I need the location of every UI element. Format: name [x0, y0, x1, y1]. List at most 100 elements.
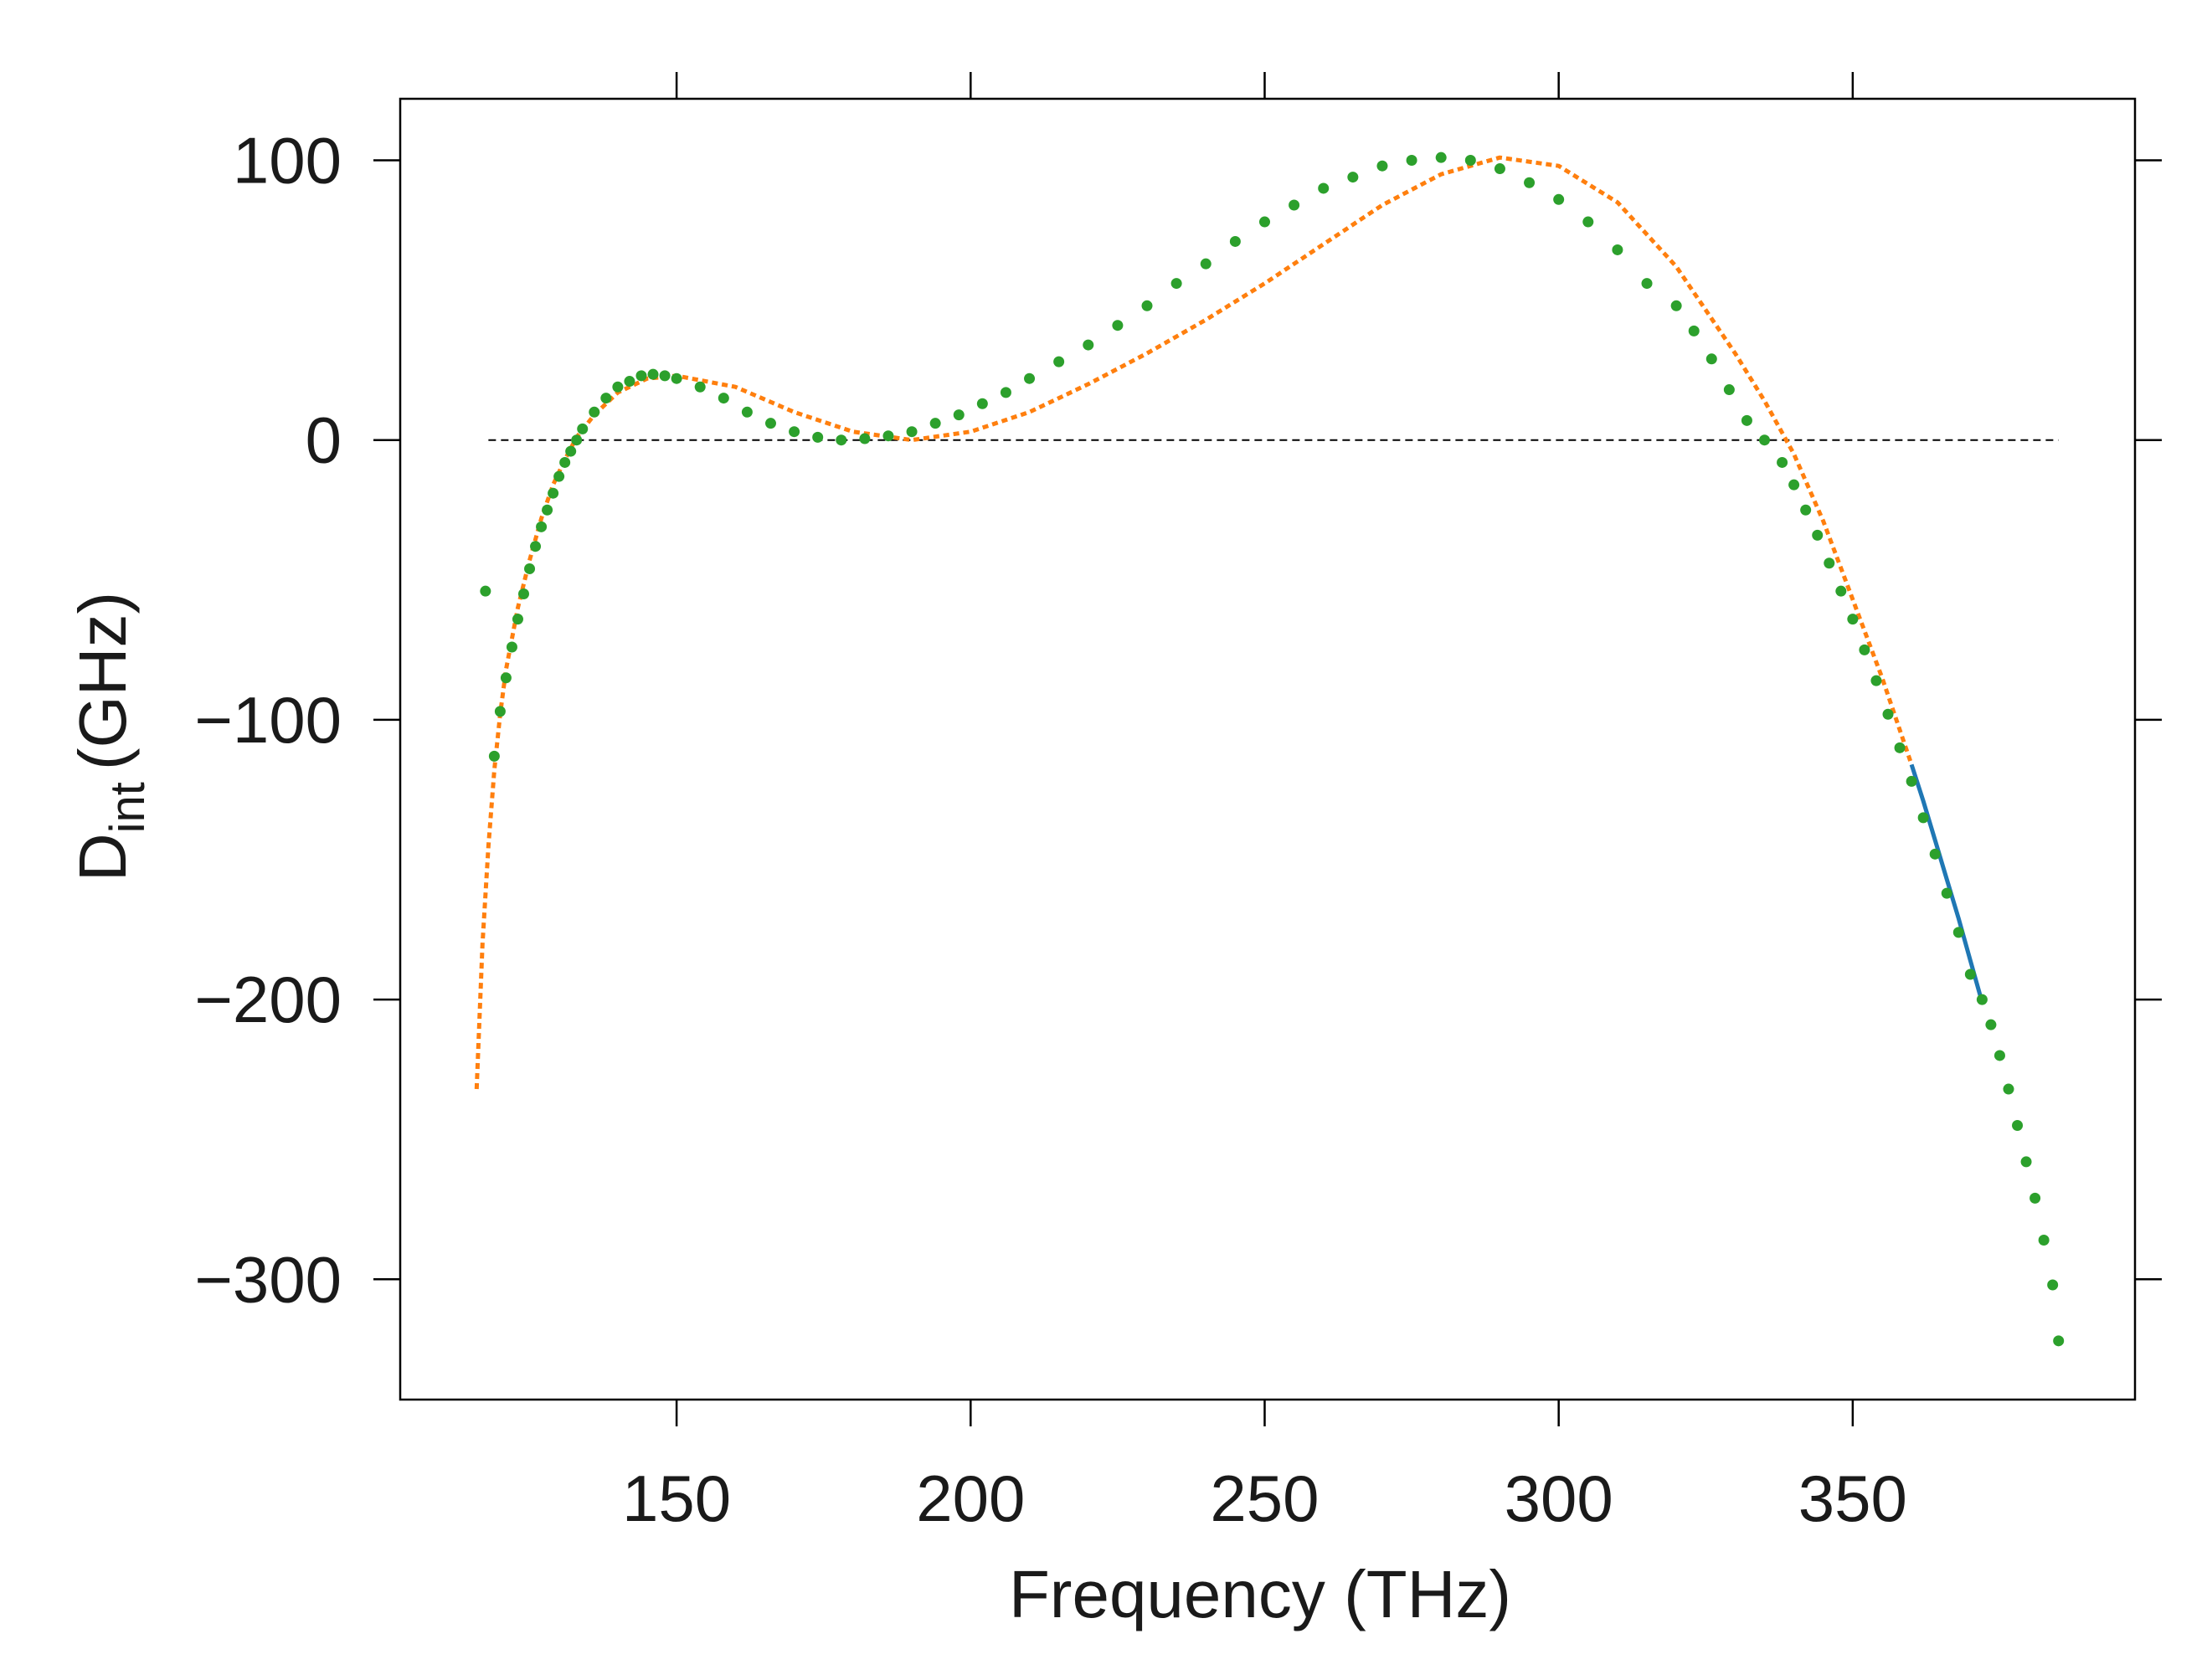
data-point: [1800, 504, 1812, 516]
series-layer: [474, 152, 2065, 1347]
data-point: [789, 426, 800, 438]
data-point: [600, 393, 612, 404]
data-point: [536, 521, 548, 532]
x-tick-label: 350: [1798, 1462, 1907, 1535]
data-point: [2038, 1235, 2050, 1246]
data-point: [906, 426, 918, 438]
data-point: [500, 672, 512, 684]
data-point: [1582, 216, 1594, 228]
data-point: [1464, 155, 1476, 167]
data-point: [571, 434, 583, 446]
data-point: [488, 750, 500, 762]
data-point: [718, 393, 729, 404]
data-point: [1112, 320, 1124, 331]
data-point: [635, 370, 647, 382]
data-point: [1777, 456, 1788, 468]
data-point: [517, 588, 529, 600]
data-point: [882, 430, 894, 442]
y-tick-label: −200: [194, 963, 342, 1036]
y-axis-title: Dint (GHz): [65, 592, 155, 881]
data-point: [524, 563, 536, 574]
data-point: [1964, 968, 1976, 980]
data-point: [1812, 529, 1824, 541]
data-point: [647, 368, 659, 380]
data-point: [559, 456, 571, 468]
data-point: [1847, 614, 1859, 625]
data-point: [1705, 353, 1717, 365]
data-point: [741, 406, 753, 418]
data-point: [659, 370, 671, 382]
data-point: [1229, 235, 1241, 247]
data-point: [1258, 216, 1270, 228]
data-point: [1376, 160, 1388, 172]
fit-curve-dashed: [474, 155, 1914, 1090]
data-point: [565, 445, 577, 457]
y-axis-title-sub: int: [100, 782, 155, 833]
data-point: [2047, 1279, 2059, 1291]
data-point: [1976, 994, 1988, 1005]
data-point: [1347, 172, 1359, 183]
tick-layer: 150 200 250 300 350 100 0 −100 −200 −300: [194, 72, 2162, 1535]
data-point: [542, 504, 553, 516]
data-point: [953, 409, 965, 421]
y-tick-label: 100: [233, 124, 342, 198]
data-point: [1788, 479, 1800, 491]
data-point: [2012, 1119, 2024, 1131]
x-tick-label: 300: [1505, 1462, 1613, 1535]
data-point: [1952, 927, 1964, 938]
data-point: [1929, 848, 1941, 860]
data-point: [1200, 258, 1212, 270]
plot-frame: [399, 97, 2137, 1401]
data-point: [1985, 1019, 1997, 1030]
data-point: [577, 423, 589, 434]
data-point: [512, 614, 523, 625]
x-tick-label: 200: [916, 1462, 1025, 1535]
y-tick-label: 0: [306, 403, 342, 477]
data-point: [1524, 177, 1536, 188]
y-tick-label: −100: [194, 683, 342, 757]
data-point: [1494, 163, 1505, 175]
data-point: [2003, 1083, 2014, 1095]
data-point: [1994, 1050, 2005, 1061]
data-point: [812, 431, 824, 443]
data-point: [553, 470, 565, 482]
data-point: [480, 585, 491, 597]
data-point: [1906, 775, 1917, 787]
fit-curve-solid: [1909, 763, 1984, 1004]
data-point: [1870, 675, 1882, 686]
data-point: [1053, 356, 1065, 367]
data-point: [612, 381, 624, 393]
data-point: [1917, 812, 1929, 824]
data-point: [1000, 387, 1011, 398]
plot-frame-layer: [399, 97, 2137, 1401]
data-point: [929, 418, 941, 429]
data-point: [1289, 199, 1300, 211]
x-axis-title: Frequency (THz): [1009, 1557, 1511, 1631]
data-point: [1318, 182, 1330, 194]
data-point: [1553, 193, 1565, 205]
data-point: [1612, 244, 1623, 255]
data-point: [624, 376, 635, 388]
data-point: [2030, 1192, 2041, 1204]
data-point: [2020, 1156, 2032, 1168]
data-point: [548, 487, 559, 499]
data-point: [694, 381, 706, 393]
data-point: [1835, 585, 1847, 597]
y-tick-label: −300: [194, 1242, 342, 1316]
data-point: [859, 433, 871, 444]
data-point: [836, 434, 847, 446]
x-tick-label: 250: [1210, 1462, 1319, 1535]
data-point: [506, 641, 517, 653]
data-point: [1882, 708, 1894, 720]
data-point: [1859, 644, 1870, 655]
data-point: [1824, 557, 1835, 569]
data-point: [1688, 325, 1700, 337]
y-axis-title-main: D: [65, 833, 140, 881]
data-point: [589, 406, 600, 418]
data-point: [976, 398, 988, 409]
data-point: [1024, 372, 1036, 384]
data-point: [671, 372, 682, 384]
data-point: [1759, 434, 1771, 446]
data-point: [494, 706, 506, 717]
